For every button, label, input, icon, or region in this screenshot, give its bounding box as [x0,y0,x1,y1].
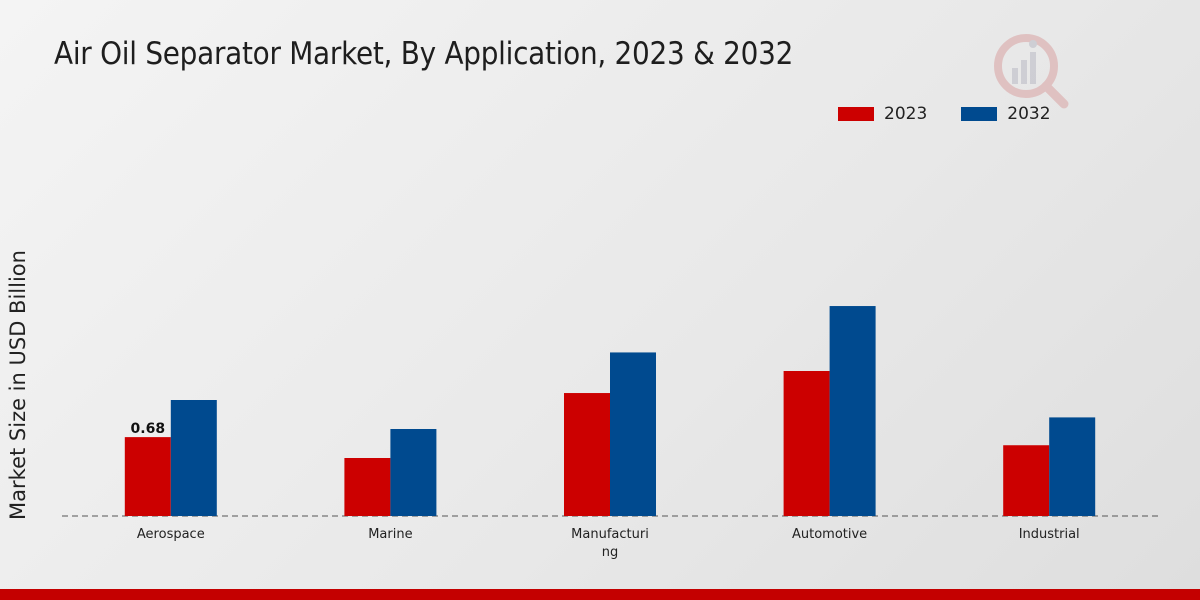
bar-marine-2023 [344,458,391,516]
legend-swatch-2023 [838,107,874,121]
bar-aerospace-2023 [124,437,171,516]
legend-label-2032: 2032 [1007,104,1051,124]
legend-item-2023: 2023 [838,104,927,124]
legend: 2023 2032 [838,104,1085,124]
data-label-aerospace-2023: 0.68 [131,421,166,437]
legend-swatch-2032 [961,107,998,121]
legend-item-2032: 2032 [961,104,1051,124]
bar-manufacturing-2032 [610,352,656,516]
bar-industrial-2032 [1049,417,1096,516]
bar-automotive-2032 [829,306,876,516]
x-tick-label-aerospace: Aerospace [137,527,205,542]
x-tick-label-industrial: Industrial [1019,527,1080,542]
x-tick-label-marine: Marine [368,527,412,542]
footer-bar [0,589,1200,600]
bar-industrial-2023 [1003,445,1050,516]
chart-title: Air Oil Separator Market, By Application… [54,36,794,72]
bar-manufacturing-2023 [564,393,610,516]
bar-aerospace-2032 [170,400,217,516]
x-tick-label-automotive: Automotive [792,527,867,542]
x-tick-label-manufacturing: Manufacturi ng [571,527,649,560]
bar-marine-2032 [390,429,437,516]
brand-logo-icon [994,34,1069,109]
legend-label-2023: 2023 [884,104,928,124]
bar-automotive-2023 [783,371,830,516]
